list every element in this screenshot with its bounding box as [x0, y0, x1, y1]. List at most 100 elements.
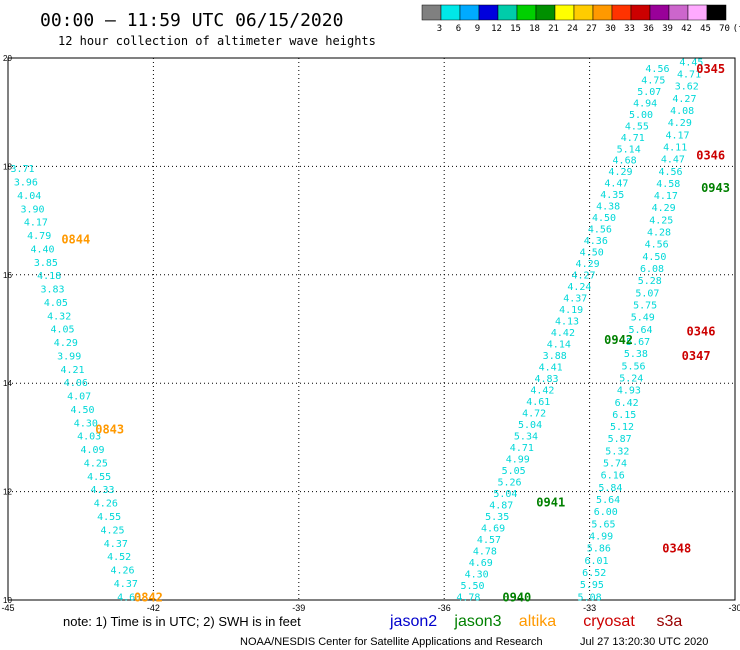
x-tick-label: -39 [292, 603, 305, 613]
wave-height-value: 5.32 [605, 446, 629, 457]
wave-height-value: 4.61 [526, 397, 550, 408]
scale-label: 27 [586, 24, 597, 34]
scale-label: 12 [491, 24, 502, 34]
wave-height-value: 4.21 [60, 365, 84, 376]
wave-height-value: 4.75 [641, 75, 665, 86]
wave-height-value: 4.83 [534, 374, 558, 385]
pass-time-label: 0346 [696, 149, 725, 163]
wave-height-value: 5.49 [631, 313, 655, 324]
wave-height-value: 4.50 [592, 213, 616, 224]
wave-height-value: 3.83 [40, 285, 64, 296]
wave-height-value: 4.79 [27, 231, 51, 242]
wave-height-value: 5.38 [624, 349, 648, 360]
wave-height-value: 4.87 [489, 500, 513, 511]
wave-height-value: 4.26 [94, 499, 118, 510]
legend-entry-jason3: jason3 [453, 613, 501, 630]
satellite-legend: jason2 jason3 altika cryosat s3a [389, 613, 682, 630]
legend-entry-s3a: s3a [657, 613, 683, 630]
wave-height-value: 4.27 [672, 94, 696, 105]
wave-height-value: 5.34 [514, 431, 538, 442]
wave-height-value: 4.29 [54, 338, 78, 349]
scale-swatch [611, 4, 632, 21]
wave-height-value: 4.08 [670, 106, 694, 117]
scale-label: (ft) [733, 24, 740, 34]
wave-height-value: 4.29 [576, 259, 600, 270]
x-tick-label: -45 [1, 603, 14, 613]
wave-height-value: 4.50 [70, 405, 94, 416]
wave-height-value: 4.78 [473, 546, 497, 557]
scale-label: 24 [567, 24, 578, 34]
wave-height-value: 4.55 [97, 512, 121, 523]
wave-height-value: 4.72 [522, 408, 546, 419]
wave-height-value: 5.67 [626, 337, 650, 348]
wave-height-value: 4.17 [665, 130, 689, 141]
pass-time-label: 0347 [682, 349, 711, 363]
wave-height-value: 5.35 [485, 512, 509, 523]
wave-height-value: 4.24 [567, 282, 591, 293]
wave-height-value: 4.19 [559, 305, 583, 316]
wave-height-value: 4.26 [110, 566, 134, 577]
wave-height-value: 4.68 [613, 156, 637, 167]
wave-height-value: 5.64 [628, 325, 652, 336]
scale-label: 15 [510, 24, 521, 34]
scale-label: 18 [529, 24, 540, 34]
scale-label: 70 [719, 24, 730, 34]
scale-label: 33 [624, 24, 635, 34]
wave-height-value: 4.25 [84, 458, 108, 469]
wave-height-value: 5.74 [603, 459, 627, 470]
wave-height-value: 4.30 [465, 569, 489, 580]
wave-height-value: 3.71 [10, 164, 34, 175]
wave-height-value: 4.99 [589, 531, 613, 542]
pass-time-label: 0842 [134, 590, 163, 604]
wave-height-value: 4.29 [652, 203, 676, 214]
wave-height-value: 5.95 [580, 580, 604, 591]
scale-swatch [592, 4, 613, 21]
wave-height-value: 5.86 [587, 544, 611, 555]
scale-swatch [459, 4, 480, 21]
legend-entry-altika: altika [519, 613, 556, 630]
page-subtitle: 12 hour collection of altimeter wave hei… [58, 34, 376, 48]
wave-height-value: 4.17 [654, 191, 678, 202]
wave-height-value: 5.56 [622, 361, 646, 372]
y-tick-label: 14 [3, 379, 12, 388]
wave-height-value: 4.29 [668, 118, 692, 129]
wave-height-value: 4.94 [633, 98, 657, 109]
wave-height-value: 4.69 [481, 523, 505, 534]
wave-height-value: 4.37 [104, 539, 128, 550]
pass-time-label: 0941 [536, 495, 565, 509]
wave-height-value: 6.42 [615, 398, 639, 409]
pass-time-label: 0843 [95, 422, 124, 436]
wave-height-value: 4.69 [469, 558, 493, 569]
wave-height-value: 5.64 [596, 495, 620, 506]
wave-height-value: 4.25 [649, 215, 673, 226]
wave-height-value: 4.47 [604, 179, 628, 190]
x-tick-label: -36 [438, 603, 451, 613]
wave-height-value: 5.28 [638, 276, 662, 287]
wave-height-value: 4.25 [100, 525, 124, 536]
wave-height-value: 4.29 [608, 167, 632, 178]
x-tick-label: -30 [728, 603, 740, 613]
wave-height-value: 4.05 [44, 298, 68, 309]
wave-height-value: 5.12 [610, 422, 634, 433]
wave-height-value: 4.58 [656, 179, 680, 190]
scale-label: 6 [456, 24, 461, 34]
wave-height-value: 4.78 [456, 592, 480, 603]
wave-height-value: 4.71 [677, 69, 701, 80]
wave-height-values: 3.71 3.96 4.04 3.90 4.17 4.79 4.40 3.85 4.18 3.83… [10, 57, 703, 603]
wave-height-value: 3.88 [543, 351, 567, 362]
wave-height-value: 4.93 [617, 386, 641, 397]
wave-height-value: 5.87 [608, 434, 632, 445]
wave-height-value: 5.14 [617, 144, 641, 155]
scale-label: 39 [662, 24, 673, 34]
wave-height-value: 4.56 [588, 225, 612, 236]
wave-height-value: 5.75 [633, 300, 657, 311]
legend-entry-cryosat: cryosat [583, 613, 635, 630]
wave-height-value: 6.52 [582, 568, 606, 579]
y-tick-label: 12 [3, 488, 12, 497]
wave-height-value: 4.55 [625, 121, 649, 132]
wave-height-value: 4.06 [64, 378, 88, 389]
scale-swatch [440, 4, 461, 21]
wave-height-value: 4.55 [87, 472, 111, 483]
pass-time-label: 0348 [662, 542, 691, 556]
